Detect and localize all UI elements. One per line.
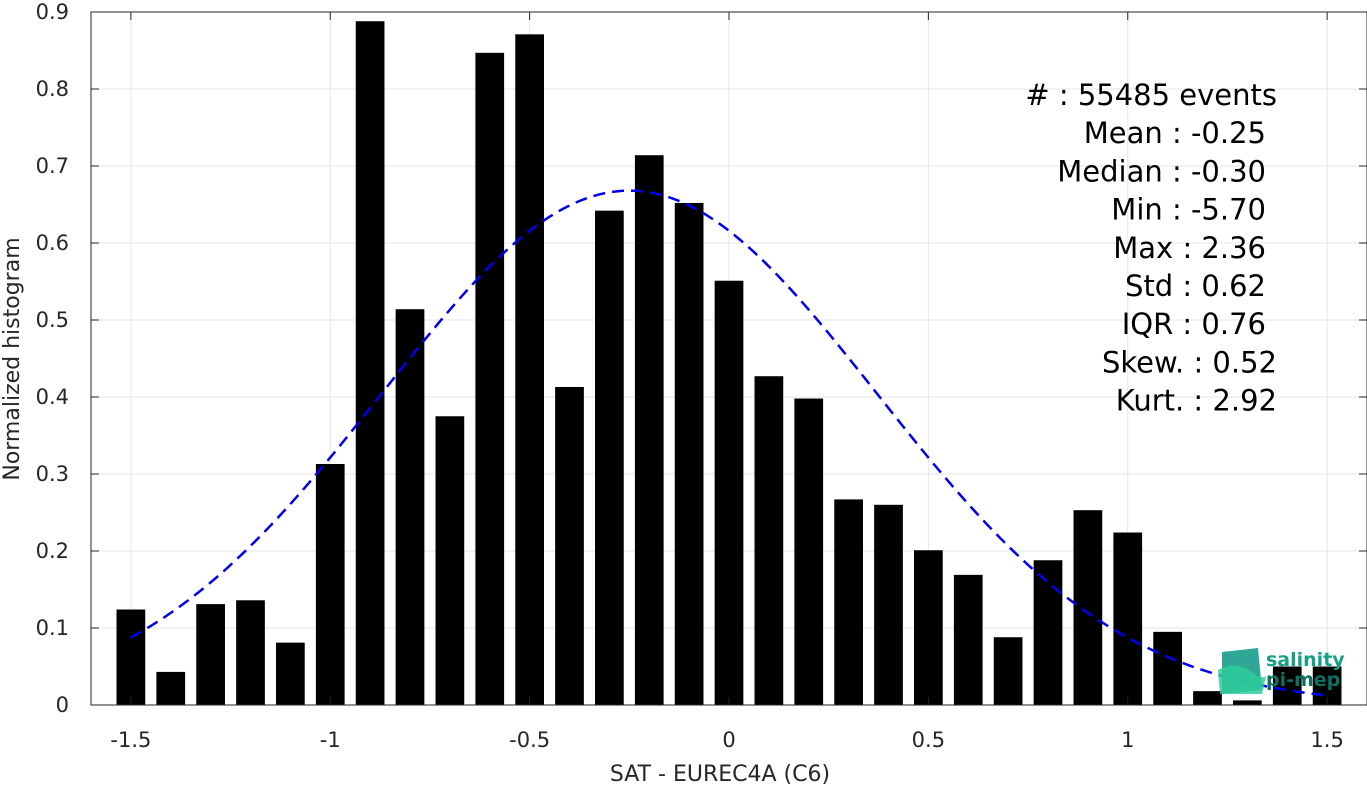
x-tick-label: -0.5 <box>509 728 550 752</box>
histogram-bar <box>874 504 903 705</box>
x-tick-label: 1 <box>1121 728 1134 752</box>
y-tick-label: 0.1 <box>36 616 69 640</box>
histogram-bar <box>634 155 664 706</box>
x-axis-ticks: -1.5 -1 -0.5 0 0.5 1 1.5 <box>110 12 1344 752</box>
histogram-bar <box>116 609 146 705</box>
x-tick-label: -1 <box>320 728 341 752</box>
x-tick-label: 1.5 <box>1310 728 1343 752</box>
stats-line: Max : 2.36 <box>1113 231 1266 265</box>
x-axis-label: SAT - EUREC4A (C6) <box>610 762 830 785</box>
stats-line: IQR : 0.76 <box>1122 307 1266 341</box>
y-tick-label: 0.5 <box>36 308 69 332</box>
histogram-bar <box>1073 510 1103 705</box>
y-tick-label: 0.2 <box>36 539 69 563</box>
histogram-bar <box>395 309 425 705</box>
histogram-bar <box>794 398 824 705</box>
histogram-bar <box>355 21 385 706</box>
histogram-bar <box>674 202 704 705</box>
x-tick-label: -1.5 <box>110 728 151 752</box>
histogram-bar <box>1233 700 1262 705</box>
histogram-bar <box>953 574 983 705</box>
y-tick-label: 0.7 <box>36 154 69 178</box>
x-tick-label: 0.5 <box>912 728 945 752</box>
logo-text-line1: salinity <box>1266 649 1345 671</box>
y-tick-label: 0.6 <box>36 231 69 255</box>
histogram-bar <box>435 416 465 705</box>
histogram-bar <box>595 210 624 705</box>
histogram-bar <box>1113 532 1143 705</box>
histogram-bar <box>914 550 943 705</box>
y-tick-label: 0.3 <box>36 462 69 486</box>
histogram-bar <box>1033 560 1063 705</box>
y-axis-label: Normalized histogram <box>0 237 25 480</box>
stats-line: Min : -5.70 <box>1111 193 1266 227</box>
histogram-bar <box>1153 631 1182 705</box>
histogram-bar <box>714 280 744 705</box>
histogram-bar <box>236 600 265 705</box>
histogram-bar <box>276 642 305 705</box>
stats-line: Std : 0.62 <box>1125 269 1266 303</box>
histogram-bars <box>116 21 1342 706</box>
histogram-bar <box>1193 691 1222 705</box>
histogram-bar <box>315 463 345 705</box>
y-tick-label: 0.4 <box>36 385 69 409</box>
logo-text-line2: pi-mep <box>1266 669 1340 691</box>
histogram-bar <box>1272 666 1302 705</box>
histogram-bar <box>993 637 1023 705</box>
x-tick-label: 0 <box>722 728 735 752</box>
stats-line: Skew. : 0.52 <box>1102 345 1277 379</box>
stats-line: Kurt. : 2.92 <box>1116 384 1277 418</box>
stats-line: # : 55485 events <box>1025 78 1277 112</box>
salinity-pimep-logo: salinity pi-mep <box>1218 648 1345 694</box>
histogram-bar <box>515 34 544 705</box>
histogram-bar <box>834 499 863 705</box>
y-tick-label: 0 <box>56 693 69 717</box>
histogram-bar <box>555 386 584 705</box>
stats-line: Mean : -0.25 <box>1084 116 1266 150</box>
logo-wave-icon-layer <box>1218 665 1266 694</box>
histogram-bar <box>475 52 505 706</box>
gaussian-fit-curve <box>130 189 1328 697</box>
stats-line: Median : -0.30 <box>1057 154 1266 188</box>
histogram-bar <box>754 376 784 705</box>
histogram-bar <box>156 671 186 705</box>
y-axis-ticks: 0 0.1 0.2 0.3 0.4 0.5 0.6 0.7 0.8 0.9 <box>36 0 1367 717</box>
histogram-bar <box>196 604 225 705</box>
y-tick-label: 0.9 <box>36 0 69 24</box>
statistics-annotation: # : 55485 events Mean : -0.25 Median : -0.… <box>1025 78 1277 418</box>
y-tick-label: 0.8 <box>36 77 69 101</box>
